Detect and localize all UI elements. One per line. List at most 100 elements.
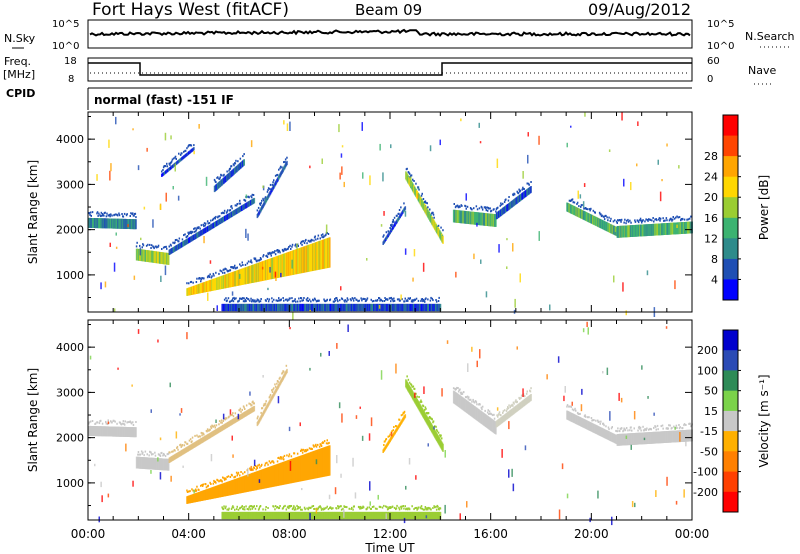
speckle bbox=[493, 417, 496, 420]
speckle bbox=[420, 399, 422, 402]
y-tick-label: 1000 bbox=[56, 477, 84, 490]
speckle bbox=[354, 492, 357, 499]
speckle bbox=[300, 450, 302, 452]
speckle bbox=[351, 506, 353, 509]
speckle bbox=[91, 211, 94, 214]
speckle bbox=[376, 507, 378, 510]
speckle bbox=[249, 260, 252, 263]
speckle bbox=[527, 182, 530, 185]
speckle bbox=[605, 425, 607, 428]
speckle bbox=[215, 181, 217, 183]
speckle bbox=[500, 414, 502, 417]
speckle bbox=[518, 188, 520, 191]
speckle bbox=[411, 299, 413, 302]
speckle bbox=[280, 456, 282, 459]
speckle bbox=[313, 445, 315, 448]
speckle bbox=[516, 400, 518, 403]
speckle bbox=[421, 507, 423, 510]
speckle bbox=[432, 299, 434, 302]
speckle bbox=[328, 441, 330, 444]
speckle bbox=[249, 467, 251, 470]
speckle bbox=[260, 258, 262, 261]
speckle bbox=[201, 434, 203, 437]
speckle bbox=[414, 298, 416, 301]
speckle bbox=[471, 208, 473, 211]
speckle bbox=[402, 413, 404, 416]
speckle bbox=[334, 298, 336, 301]
speckle bbox=[242, 300, 245, 303]
speckle bbox=[154, 451, 156, 454]
speckle bbox=[231, 413, 233, 416]
speckle bbox=[368, 433, 371, 441]
colorbar-tick-label: 100 bbox=[697, 364, 718, 377]
speckle bbox=[225, 478, 227, 481]
speckle bbox=[475, 205, 478, 208]
speckle bbox=[205, 483, 207, 486]
speckle bbox=[398, 209, 401, 211]
speckle bbox=[203, 225, 205, 228]
speckle bbox=[508, 196, 510, 198]
speckle bbox=[320, 234, 323, 237]
speckle bbox=[163, 453, 165, 456]
speckle bbox=[674, 280, 676, 290]
speckle bbox=[258, 507, 260, 510]
speckle bbox=[507, 407, 510, 410]
speckle bbox=[666, 219, 668, 222]
speckle bbox=[420, 400, 423, 403]
speckle bbox=[435, 508, 438, 511]
speckle bbox=[634, 502, 636, 508]
speckle bbox=[122, 422, 124, 425]
y-tick-label: 1000 bbox=[56, 269, 84, 282]
speckle bbox=[132, 480, 134, 487]
speckle bbox=[304, 508, 306, 511]
scatter-cell bbox=[404, 206, 407, 210]
speckle bbox=[659, 217, 662, 220]
speckle bbox=[615, 220, 618, 223]
speckle bbox=[421, 192, 423, 195]
speckle bbox=[150, 451, 152, 454]
speckle bbox=[455, 388, 457, 390]
scatter-cell bbox=[167, 458, 170, 471]
speckle bbox=[274, 271, 277, 278]
colorbar-segment bbox=[723, 156, 738, 178]
nsky-label: N.Sky bbox=[4, 32, 36, 45]
speckle bbox=[352, 297, 354, 300]
speckle bbox=[222, 420, 225, 422]
feature-band-4 bbox=[213, 153, 245, 193]
speckle bbox=[278, 456, 280, 459]
speckle bbox=[223, 212, 225, 215]
speckle bbox=[522, 171, 524, 179]
nsky-tick-1e5: 10^5 bbox=[52, 19, 79, 30]
speckle bbox=[227, 475, 230, 478]
speckle bbox=[172, 450, 174, 453]
speckle bbox=[636, 163, 638, 167]
speckle bbox=[229, 476, 232, 478]
speckle bbox=[125, 443, 127, 452]
speckle bbox=[235, 297, 237, 300]
speckle bbox=[265, 400, 267, 403]
speckle bbox=[512, 483, 515, 492]
speckle bbox=[142, 243, 144, 246]
speckle bbox=[251, 196, 253, 199]
speckle bbox=[633, 411, 636, 420]
speckle bbox=[292, 300, 294, 303]
feature-band-1 bbox=[135, 241, 170, 265]
speckle bbox=[476, 360, 478, 368]
speckle bbox=[287, 505, 289, 508]
speckle bbox=[230, 414, 232, 417]
speckle bbox=[189, 230, 192, 233]
speckle bbox=[210, 425, 212, 428]
speckle bbox=[414, 392, 416, 398]
speckle bbox=[588, 416, 590, 419]
feature-band-0 bbox=[88, 211, 137, 230]
speckle bbox=[225, 297, 227, 300]
speckle bbox=[215, 481, 217, 484]
speckle bbox=[91, 420, 94, 422]
colorbar-segment bbox=[723, 491, 738, 513]
speckle bbox=[271, 391, 274, 393]
speckle bbox=[301, 299, 303, 302]
speckle bbox=[654, 218, 656, 221]
speckle bbox=[427, 412, 430, 414]
speckle bbox=[493, 413, 495, 416]
speckle bbox=[417, 193, 419, 199]
